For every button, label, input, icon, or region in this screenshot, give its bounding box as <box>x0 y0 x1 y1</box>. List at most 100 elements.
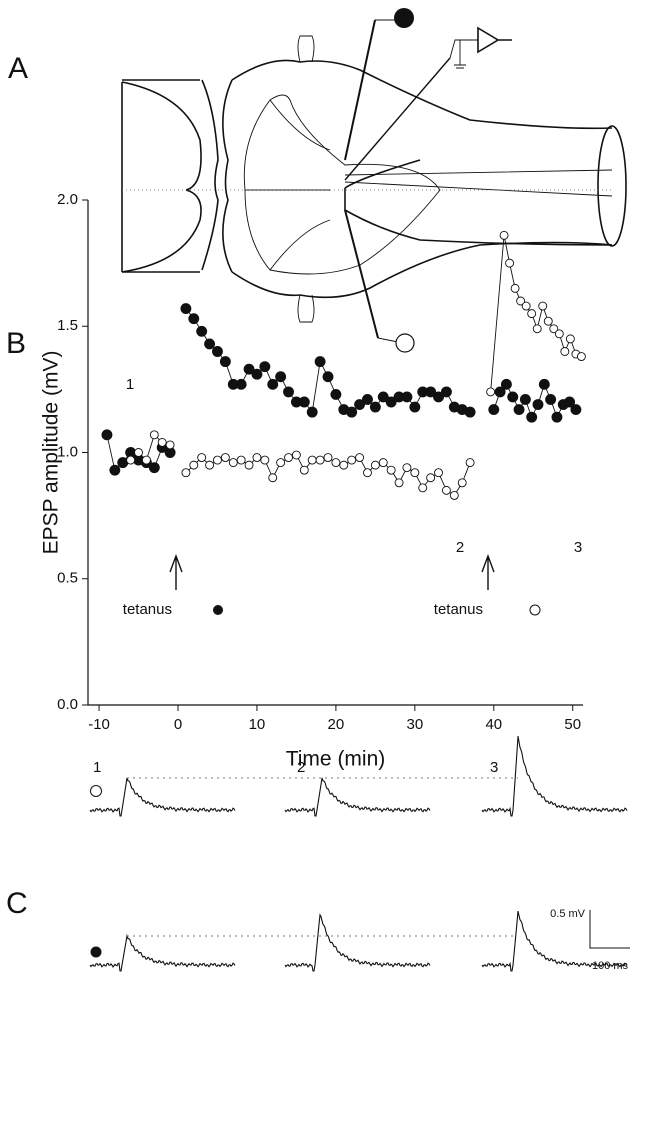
data-point <box>346 406 358 418</box>
data-point <box>260 455 270 465</box>
data-point <box>204 338 216 350</box>
x-tick-label: 20 <box>328 716 345 733</box>
data-point <box>378 458 388 468</box>
trace <box>284 913 431 972</box>
data-point <box>219 356 231 368</box>
data-point <box>545 394 557 405</box>
data-point <box>212 346 223 357</box>
trace <box>89 933 236 972</box>
data-point <box>362 394 373 405</box>
arrow <box>169 554 183 590</box>
data-point <box>538 378 550 390</box>
data-point <box>551 411 563 423</box>
data-point <box>235 378 247 390</box>
data-point <box>433 391 444 403</box>
data-point <box>251 368 263 380</box>
data-point <box>307 455 317 465</box>
data-point <box>394 478 404 488</box>
data-point <box>532 399 544 410</box>
arrow <box>481 554 495 590</box>
y-tick-label: 1.5 <box>57 317 78 334</box>
trace <box>89 777 236 817</box>
x-tick-label: 30 <box>406 716 423 733</box>
data-point <box>402 463 412 473</box>
y-tick-label: 2.0 <box>57 191 78 208</box>
annotation: tetanus <box>434 601 483 618</box>
data-point <box>507 391 519 403</box>
data-point <box>521 301 531 311</box>
trace <box>481 736 628 817</box>
data-point <box>560 347 570 356</box>
data-point <box>188 313 200 325</box>
trace-label: 1 <box>93 759 101 776</box>
data-point <box>464 406 476 418</box>
data-point <box>259 361 271 373</box>
panel-label: A <box>8 52 28 85</box>
data-point <box>513 404 525 416</box>
data-point <box>283 386 294 398</box>
y-tick-label: 0.0 <box>57 696 78 713</box>
x-tick-label: 10 <box>249 716 266 733</box>
panel-label: C <box>6 887 28 920</box>
data-point <box>322 371 334 383</box>
data-point <box>157 437 167 447</box>
data-point <box>505 258 515 268</box>
data-point <box>149 430 159 440</box>
data-point <box>291 450 301 460</box>
data-point <box>284 453 293 462</box>
data-point <box>538 301 548 311</box>
data-point <box>488 404 500 416</box>
tetanus-symbol <box>213 605 223 615</box>
data-point <box>252 453 262 462</box>
data-point <box>196 325 208 337</box>
data-point <box>330 388 342 400</box>
scale-label: 100 ms <box>592 960 629 972</box>
data-point <box>197 453 207 462</box>
data-point <box>298 396 310 408</box>
data-point <box>228 458 238 468</box>
data-point <box>377 391 389 403</box>
panel-label: B <box>6 327 26 360</box>
data-point <box>331 458 341 468</box>
data-point <box>117 457 129 469</box>
annotation: 1 <box>126 376 134 393</box>
data-point <box>205 460 215 470</box>
annotation: 2 <box>456 539 464 556</box>
data-point <box>426 473 436 483</box>
x-tick-label: 50 <box>564 716 581 733</box>
x-axis-title: Time (min) <box>286 748 386 771</box>
scale-label: 0.5 mV <box>550 908 586 920</box>
data-point <box>425 386 437 398</box>
trace <box>481 910 628 972</box>
tetanus-symbol <box>529 604 541 616</box>
data-point <box>220 453 230 462</box>
x-tick-label: 40 <box>485 716 502 733</box>
data-point <box>457 478 467 488</box>
trace-label: 3 <box>490 759 498 776</box>
data-point <box>565 334 575 344</box>
data-point <box>126 455 136 465</box>
data-point <box>268 473 278 483</box>
y-axis-title: EPSP amplitude (mV) <box>40 351 63 555</box>
annotation: 3 <box>574 539 582 556</box>
data-point <box>499 230 509 240</box>
data-point <box>564 396 576 408</box>
data-point <box>532 324 542 334</box>
data-point <box>549 324 559 334</box>
data-point <box>101 429 113 441</box>
x-tick-label: -10 <box>88 716 110 733</box>
data-point <box>347 455 357 465</box>
data-point <box>576 352 586 361</box>
data-point <box>363 468 372 478</box>
slice-schematic <box>121 8 627 353</box>
data-point <box>355 453 365 462</box>
data-point <box>267 378 279 390</box>
data-point <box>243 363 255 375</box>
data-point <box>418 483 428 493</box>
data-point <box>527 309 537 319</box>
data-point <box>516 296 526 306</box>
trace-symbol <box>90 946 102 958</box>
data-point <box>465 458 475 468</box>
annotation: tetanus <box>123 601 172 618</box>
data-point <box>486 387 496 397</box>
